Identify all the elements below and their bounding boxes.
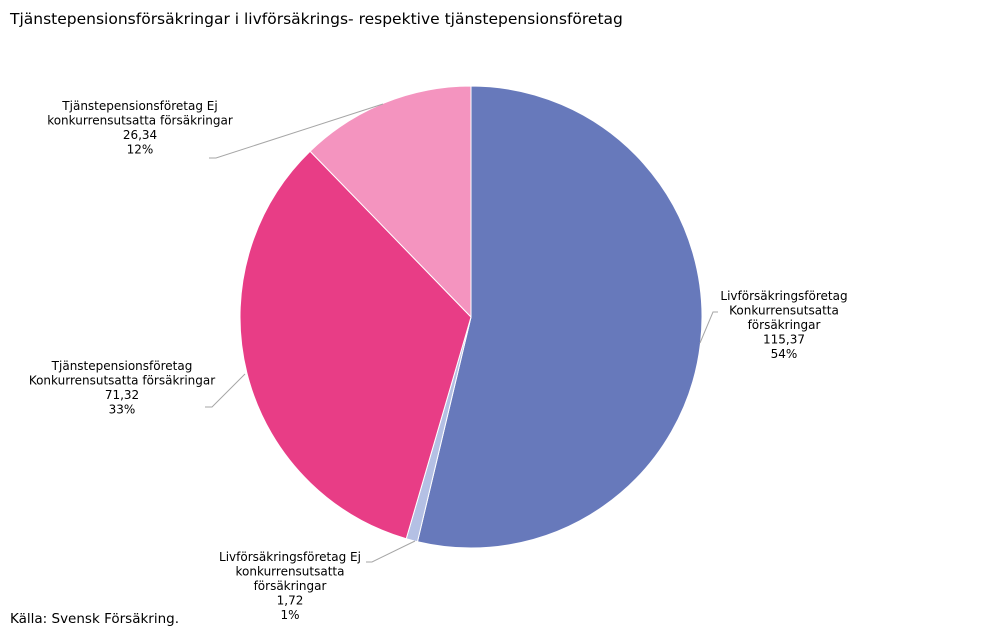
data-labels: Livförsäkringsföretag Konkurrensutsatta fö… [29,99,848,622]
pie-slice-1 [416,85,703,549]
data-label-3: Tjänstepensionsföretag Konkurrensutsatta … [29,359,215,417]
chart-title: Tjänstepensionsförsäkringar i livförsäkr… [10,10,623,28]
leader-line-2 [366,540,416,563]
data-label-1: Livförsäkringsföretag Konkurrensutsatta fö… [720,289,847,361]
leader-line-3 [205,373,246,408]
leader-line-1 [699,311,718,344]
chart-source: Källa: Svensk Försäkring. [10,611,180,627]
data-label-4: Tjänstepensionsföretag Ej konkurrensutsat… [47,99,233,157]
data-label-2: Livförsäkringsföretag Ej konkurrensutsatt… [219,550,361,622]
leader-lines [205,103,718,563]
pie-slice-4 [309,85,472,319]
pie-slice-3 [239,150,472,540]
leader-line-4 [209,103,384,159]
pie-slices [239,85,703,549]
